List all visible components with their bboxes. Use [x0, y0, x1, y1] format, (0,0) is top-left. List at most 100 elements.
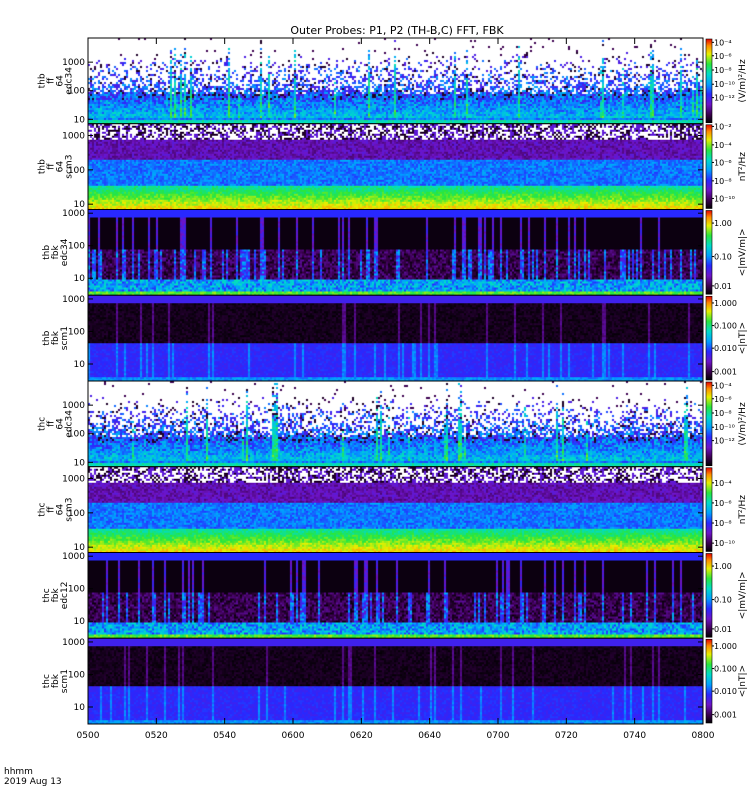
- y-tick-label: 100: [68, 87, 85, 97]
- colorbar-tick-label: 10⁻⁶: [714, 395, 732, 404]
- panel-ylabel-line: edc34: [65, 67, 75, 95]
- x-tick-label: 0520: [145, 731, 168, 741]
- panel-ylabel-line: thc: [42, 588, 52, 602]
- panel-ylabel-line: ff: [47, 77, 57, 84]
- x-axis-label-hhmm: hhmm: [4, 767, 33, 777]
- colorbar-tick-label: 10⁻⁶: [714, 499, 732, 508]
- colorbar-tick-label: 10⁻⁴: [714, 141, 732, 150]
- spectrogram-image: [88, 381, 703, 467]
- y-tick-label: 10: [74, 360, 86, 370]
- panel-ylabel-line: thb: [42, 245, 52, 260]
- panel-7: 1000 100 10 thc fbk edc12 1.00 0.10 0.01 <|mV/m|>: [42, 552, 748, 639]
- panel-ylabel-line: edc12: [60, 582, 70, 610]
- panel-ylabel-line: ff: [47, 420, 57, 427]
- y-tick-label: 10: [74, 458, 86, 468]
- y-tick-label: 10: [74, 200, 86, 210]
- panel-ylabel-line: 64: [56, 75, 66, 87]
- panel-ylabel-line: thc: [38, 417, 48, 431]
- y-tick-label: 1000: [62, 401, 85, 411]
- panel-ylabel-line: 64: [56, 418, 66, 430]
- colorbar-tick-label: 10⁻¹⁰: [714, 80, 735, 89]
- x-axis: 0500 0520 0540 0600 0620 0640 0700 0720 0740 0800: [77, 38, 715, 741]
- panel-ylabel-line: scm3: [65, 498, 75, 522]
- spectrogram-image: [88, 552, 703, 639]
- panel-ylabel-line: fbk: [51, 245, 61, 260]
- colorbar: [705, 381, 713, 467]
- colorbar-tick-label: 0.100: [714, 665, 737, 674]
- panel-ylabel-line: thb: [42, 330, 52, 345]
- y-tick-label: 100: [68, 585, 85, 595]
- panel-frame: [87, 637, 704, 725]
- colorbar-tick-label: 10⁻²: [714, 122, 732, 131]
- colorbar-tick-label: 10⁻¹²: [714, 94, 735, 103]
- colorbar-title: (V/m)²/Hz: [738, 402, 748, 445]
- panel-ylabel-line: ff: [47, 163, 57, 170]
- y-tick-label: 10: [74, 703, 86, 713]
- x-tick-label: 0620: [350, 731, 373, 741]
- panel-ylabel-line: thc: [38, 502, 48, 516]
- colorbar: [705, 38, 713, 124]
- panel-ylabel-line: 64: [56, 504, 66, 516]
- panel-ylabel-line: fbk: [51, 330, 61, 345]
- colorbar-tick-label: 10⁻⁸: [714, 66, 732, 75]
- x-tick-label: 0740: [623, 731, 646, 741]
- spectrogram-image: [88, 466, 703, 553]
- panel-4: 1000 100 10 thb fbk scm1 1.000 0.100 0.010 0.001 <…: [42, 294, 748, 382]
- colorbar-tick-label: 0.100: [714, 322, 737, 331]
- colorbar-tick-label: 10⁻¹⁰: [714, 539, 735, 548]
- colorbar-tick-label: 10⁻¹⁰: [714, 423, 735, 432]
- panel-8: 1000 100 10 thc fbk scm1 1.000 0.100 0.010 0.001 <…: [42, 637, 748, 725]
- y-tick-label: 1000: [62, 638, 85, 648]
- colorbar: [705, 638, 713, 724]
- panel-ylabel-line: edc34: [65, 410, 75, 438]
- colorbar-title: nT²/Hz: [738, 495, 748, 525]
- x-tick-label: 0640: [418, 731, 441, 741]
- panel-ylabel-line: fbk: [51, 588, 61, 603]
- y-tick-label: 100: [68, 509, 85, 519]
- colorbar-title: <|nT|>: [738, 665, 748, 697]
- y-tick-label: 10: [74, 115, 86, 125]
- colorbar-tick-label: 10⁻¹⁰: [714, 194, 735, 203]
- colorbar: [705, 295, 713, 381]
- panel-6: 1000 100 10 thc ff 64 scm3 10⁻⁴ 10⁻⁶ 10⁻⁸ 10⁻¹⁰ nT²…: [38, 466, 748, 553]
- colorbar-tick-label: 0.10: [714, 596, 732, 605]
- y-tick-label: 1000: [62, 58, 85, 68]
- panel-5: 1000 100 10 thc ff 64 edc34 10⁻⁴ 10⁻⁶ 10⁻⁸ 10⁻¹⁰ 10…: [38, 380, 748, 468]
- panel-ylabel-line: thb: [38, 73, 48, 88]
- y-tick-label: 10: [74, 543, 86, 553]
- colorbar-tick-label: 0.010: [714, 687, 737, 696]
- y-tick-label: 100: [68, 670, 85, 680]
- colorbar: [705, 124, 713, 209]
- colorbar-tick-label: 10⁻¹²: [714, 437, 735, 446]
- panel-2: 1000 100 10 thb ff 64 scm3 10⁻² 10⁻⁴ 10⁻⁶ 10⁻⁸ 10⁻¹…: [38, 122, 749, 210]
- y-tick-label: 100: [68, 430, 85, 440]
- colorbar-tick-label: 0.01: [714, 625, 732, 634]
- colorbar-tick-label: 10⁻⁴: [714, 479, 732, 488]
- x-tick-label: 0600: [282, 731, 305, 741]
- colorbar-title: <|nT|>: [738, 322, 748, 354]
- colorbar-title: nT²/Hz: [738, 152, 748, 182]
- y-tick-label: 100: [68, 327, 85, 337]
- y-tick-label: 1000: [62, 132, 85, 142]
- colorbar-tick-label: 0.10: [714, 253, 732, 262]
- colorbar-tick-label: 0.001: [714, 711, 737, 720]
- spectrogram-image: [88, 209, 703, 296]
- panel-ylabel-line: scm3: [65, 155, 75, 179]
- spectrogram-image: [88, 123, 703, 210]
- colorbar-tick-label: 10⁻⁸: [714, 519, 732, 528]
- y-tick-label: 10: [74, 274, 86, 284]
- colorbar-tick-label: 0.010: [714, 344, 737, 353]
- y-tick-label: 100: [68, 166, 85, 176]
- panel-ylabel-line: thb: [38, 159, 48, 174]
- colorbar-tick-label: 1.000: [714, 299, 737, 308]
- colorbar-tick-label: 10⁻⁶: [714, 52, 732, 61]
- colorbar-tick-label: 0.001: [714, 368, 737, 377]
- panel-ylabel-line: thc: [42, 674, 52, 688]
- x-tick-label: 0500: [77, 731, 100, 741]
- x-tick-label: 0720: [555, 731, 578, 741]
- panel-ylabel-line: fbk: [51, 673, 61, 688]
- y-tick-label: 1000: [62, 295, 85, 305]
- x-tick-label: 0800: [692, 731, 715, 741]
